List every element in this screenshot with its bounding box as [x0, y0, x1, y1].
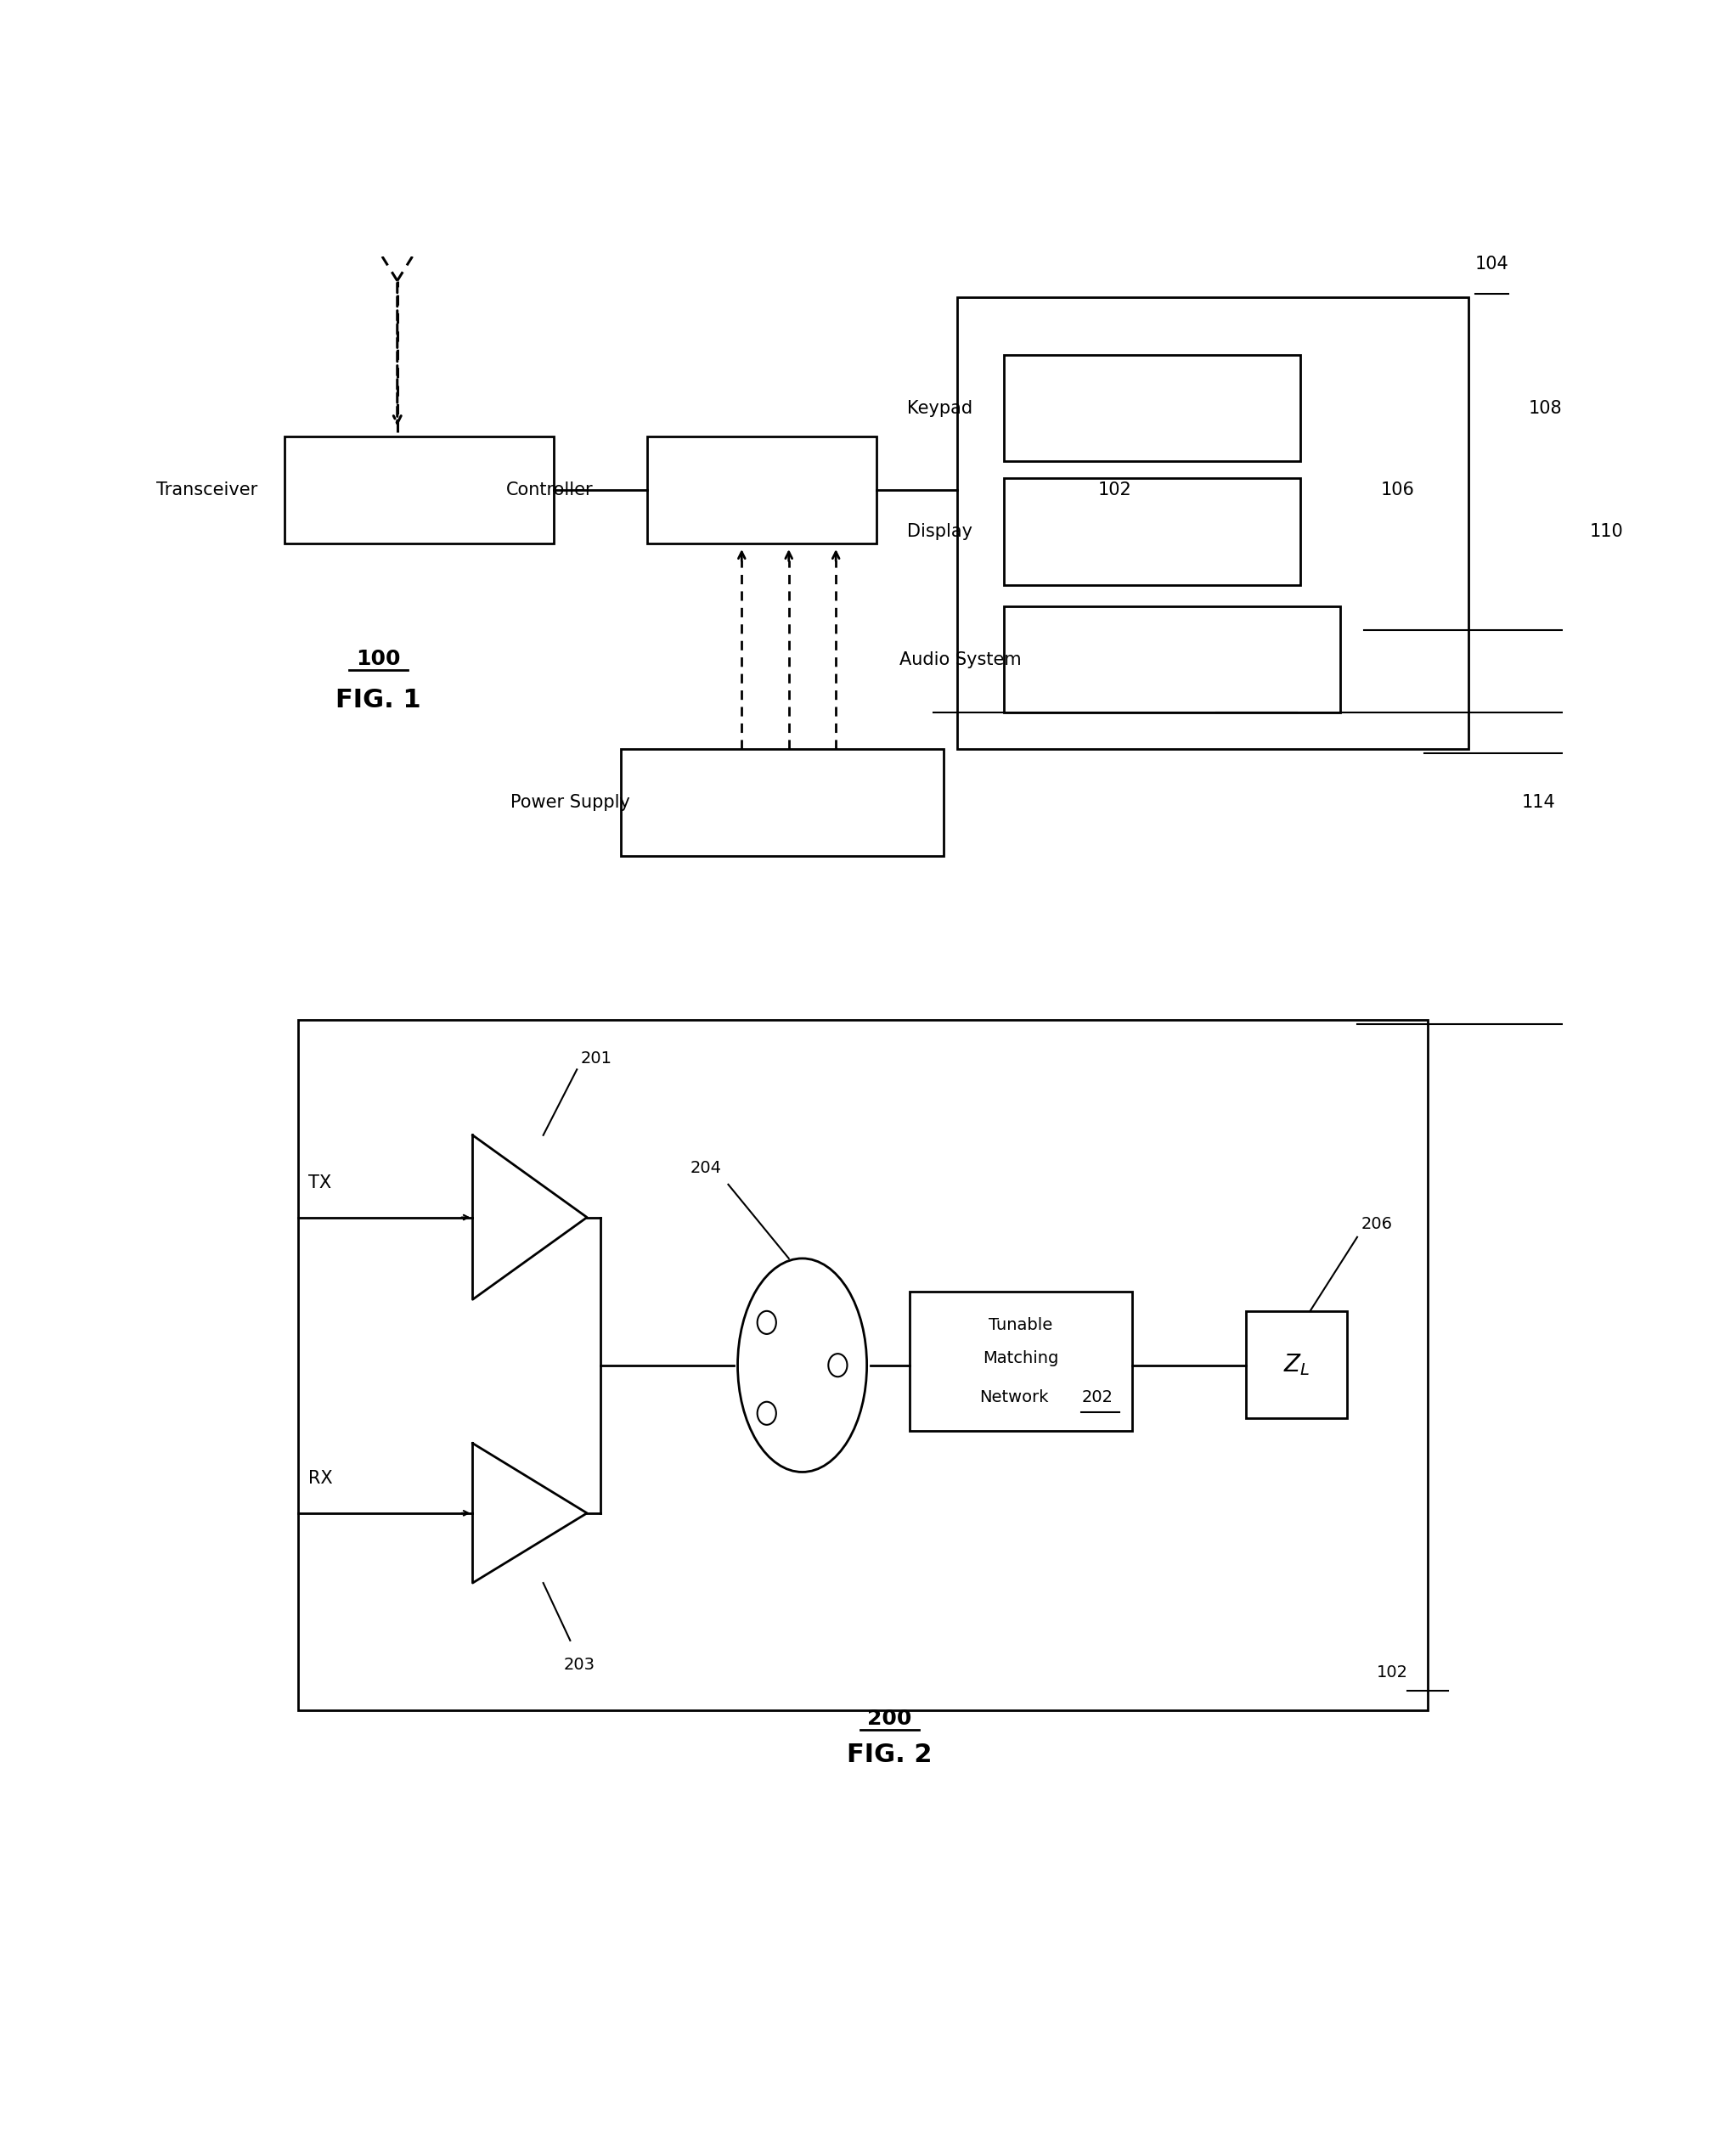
Bar [957, 297, 1469, 749]
Text: 201: 201 [582, 1050, 613, 1067]
Bar [648, 437, 877, 544]
Bar [621, 749, 944, 856]
Text: 102: 102 [1099, 482, 1132, 499]
Text: 200: 200 [868, 1709, 911, 1729]
Text: FIG. 1: FIG. 1 [335, 687, 422, 713]
Text: 104: 104 [1476, 256, 1509, 273]
Polygon shape [472, 1135, 587, 1300]
Text: $Z_L$: $Z_L$ [1283, 1351, 1311, 1376]
Polygon shape [472, 1443, 587, 1583]
Bar [910, 1291, 1132, 1432]
Text: Tunable: Tunable [990, 1317, 1052, 1334]
Text: 110: 110 [1588, 523, 1623, 540]
Circle shape [757, 1402, 776, 1426]
Bar [1003, 606, 1340, 713]
Text: 100: 100 [356, 649, 401, 668]
Text: 206: 206 [1361, 1216, 1392, 1231]
Text: 102: 102 [1377, 1665, 1408, 1682]
Text: Network: Network [979, 1389, 1049, 1406]
Bar [285, 437, 554, 544]
Text: TX: TX [309, 1174, 332, 1191]
Bar [1246, 1310, 1347, 1417]
Bar [1003, 478, 1300, 585]
Bar [1003, 354, 1300, 461]
Bar [299, 1020, 1427, 1709]
Text: Power Supply: Power Supply [510, 794, 630, 811]
Text: Transceiver: Transceiver [156, 482, 257, 499]
Text: Display: Display [908, 523, 972, 540]
Text: Keypad: Keypad [908, 399, 972, 416]
Text: 203: 203 [564, 1656, 595, 1673]
Text: Matching: Matching [983, 1351, 1059, 1366]
Text: 106: 106 [1380, 482, 1415, 499]
Text: RX: RX [309, 1470, 333, 1487]
Text: Audio System: Audio System [899, 651, 1021, 668]
Text: 114: 114 [1522, 794, 1555, 811]
Text: 108: 108 [1529, 399, 1562, 416]
Text: Controller: Controller [507, 482, 594, 499]
Circle shape [757, 1310, 776, 1334]
Text: FIG. 2: FIG. 2 [847, 1741, 932, 1767]
Text: 202: 202 [1082, 1389, 1113, 1406]
Circle shape [828, 1353, 847, 1376]
Text: 204: 204 [691, 1161, 722, 1176]
Ellipse shape [738, 1259, 866, 1472]
